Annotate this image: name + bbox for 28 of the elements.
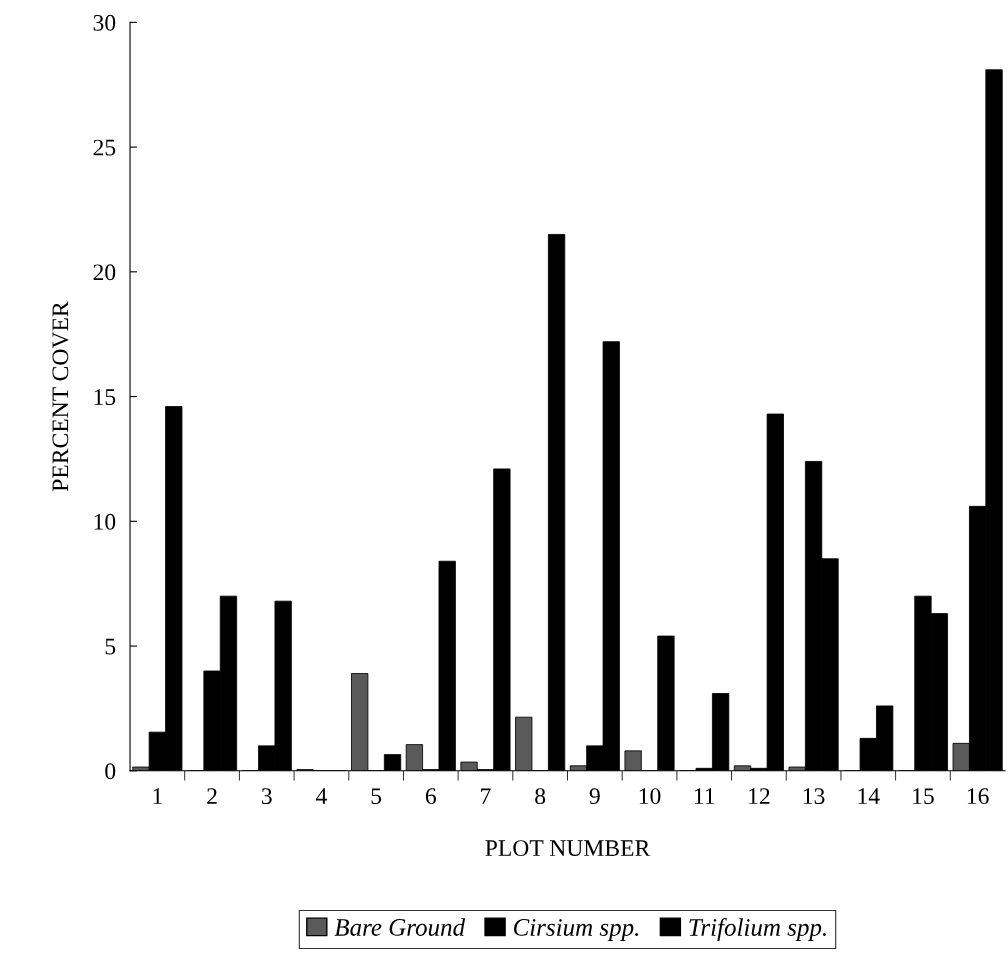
legend-label: Bare Ground [334,918,466,936]
x-tick-label: 11 [694,788,715,804]
x-tick-label: 10 [639,788,661,805]
x-tick-label: 14 [858,788,880,804]
x-tick-label: 4 [315,788,327,804]
y-tick-label: 25 [93,139,116,156]
y-tick-label: 5 [105,638,116,655]
y-tick-label: 30 [93,14,116,31]
x-axis-title: PLOT NUMBER [485,840,651,857]
y-tick-label: 10 [94,513,116,530]
x-tick-label: 15 [913,788,934,805]
x-tick-label: 6 [425,788,436,805]
x-tick-label: 13 [803,788,825,805]
x-tick-label: 7 [481,788,491,804]
x-tick-label: 1 [153,788,162,804]
x-tick-label: 12 [749,788,770,804]
x-tick-label: 16 [967,788,989,805]
legend-label: Cirsium spp. [513,919,639,941]
y-tick-label: 20 [93,264,116,281]
x-tick-label: 9 [589,788,600,805]
x-tick-label: 8 [535,788,546,805]
y-tick-label: 15 [94,389,116,405]
x-tick-label: 3 [261,788,272,805]
y-tick-label: 0 [105,763,116,780]
x-tick-label: 2 [207,788,217,804]
legend-label: Trifolium spp. [689,918,826,941]
x-tick-label: 5 [371,788,382,805]
y-axis-title: PERCENT COVER [52,301,69,492]
